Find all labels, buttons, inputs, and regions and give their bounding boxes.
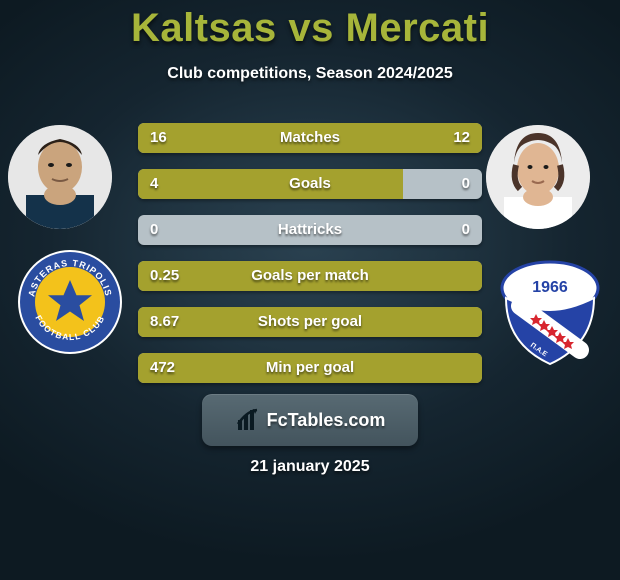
brand-text: FcTables.com — [267, 410, 386, 431]
stat-row: 472Min per goal — [138, 353, 482, 383]
player-right-name: Mercati — [346, 6, 490, 50]
page-title: Kaltsas vs Mercati — [0, 0, 620, 51]
stat-label: Goals per match — [138, 261, 482, 291]
player-left-name: Kaltsas — [131, 6, 277, 50]
stat-row: 4Goals0 — [138, 169, 482, 199]
stat-row: 0Hattricks0 — [138, 215, 482, 245]
vs-label: vs — [288, 6, 334, 50]
crest-right: 1966 Π.Α.Ε — [498, 258, 602, 362]
stat-value-right: 0 — [462, 215, 470, 245]
avatar-right — [486, 125, 590, 229]
avatar-left — [8, 125, 112, 229]
brand-icon — [235, 407, 261, 433]
stat-label: Matches — [138, 123, 482, 153]
stat-row: 0.25Goals per match — [138, 261, 482, 291]
stat-label: Min per goal — [138, 353, 482, 383]
subtitle: Club competitions, Season 2024/2025 — [0, 65, 620, 83]
stat-bars: 16Matches124Goals00Hattricks00.25Goals p… — [138, 123, 482, 399]
stat-label: Goals — [138, 169, 482, 199]
stat-label: Hattricks — [138, 215, 482, 245]
crest-left: ASTERAS TRIPOLIS FOOTBALL CLUB — [18, 250, 122, 354]
stat-row: 16Matches12 — [138, 123, 482, 153]
stat-value-right: 0 — [462, 169, 470, 199]
date-label: 21 january 2025 — [0, 458, 620, 476]
brand-box: FcTables.com — [202, 394, 418, 446]
stat-value-right: 12 — [453, 123, 470, 153]
stat-label: Shots per goal — [138, 307, 482, 337]
crest-right-year: 1966 — [532, 279, 568, 296]
stat-row: 8.67Shots per goal — [138, 307, 482, 337]
